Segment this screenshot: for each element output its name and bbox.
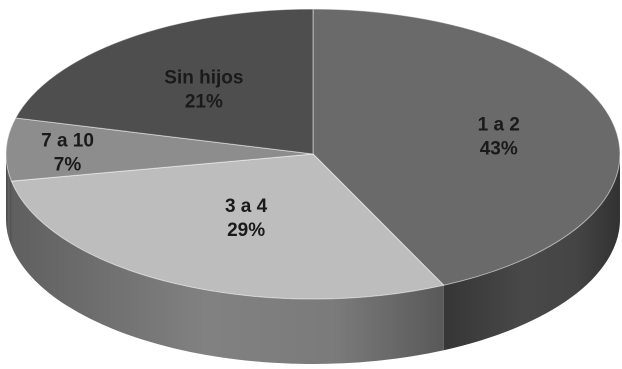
data-label-7-a-10: 7 a 10: [41, 130, 94, 151]
side-wall-shading-3-a-4: [11, 181, 444, 364]
data-label-1-a-2: 1 a 2: [478, 114, 520, 135]
pie-slice-sin-hijos: [14, 8, 314, 155]
pie-data-labels: 1 a 2 43% 3 a 4 29% 7 a 10 7% Sin hijos 21%: [41, 68, 520, 241]
data-value-3-a-4: 29%: [227, 220, 265, 241]
pie-slice-1-a-2: [312, 8, 621, 286]
data-value-1-a-2: 43%: [480, 138, 518, 159]
pie-top-slices: [5, 8, 621, 300]
pie-side-walls: [6, 154, 620, 364]
pie-slice-3-a-4: [10, 153, 445, 300]
side-wall-shading-1-a-2: [443, 156, 620, 351]
pie-slice-7-a-10: [5, 117, 314, 182]
side-wall-shading-7-a-10: [6, 154, 12, 247]
data-label-sin-hijos: Sin hijos: [164, 68, 243, 89]
data-value-7-a-10: 7%: [54, 154, 82, 175]
data-label-3-a-4: 3 a 4: [225, 196, 268, 217]
data-value-sin-hijos: 21%: [185, 92, 223, 113]
